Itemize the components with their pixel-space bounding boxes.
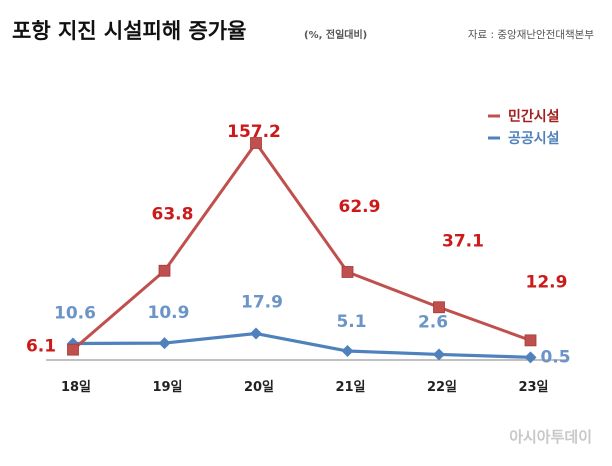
point-private-4 (341, 266, 354, 278)
data-label-public-6: 0.5 (540, 347, 570, 367)
x-tick-label-2: 19일 (152, 380, 182, 395)
legend-label-private: 민간시설 (508, 108, 560, 125)
point-private-6 (524, 334, 537, 347)
x-tick-label-3: 20일 (244, 380, 274, 395)
x-tick-label-1: 18일 (61, 380, 91, 395)
data-label-private-3: 157.2 (227, 122, 281, 142)
series-line-private (72, 141, 532, 351)
data-label-private-2: 63.8 (152, 205, 194, 225)
data-label-public-5: 2.6 (418, 312, 448, 332)
point-private-5 (433, 301, 445, 314)
point-private-3 (250, 137, 262, 149)
x-tick-label-6: 23일 (518, 380, 548, 395)
x-tick-label-4: 21일 (335, 380, 365, 395)
point-public-5 (433, 348, 445, 361)
chart-title: 포항 지진 시설피해 증가율 (12, 19, 246, 43)
legend-label-public: 공공시설 (508, 131, 560, 147)
data-label-private-4: 62.9 (339, 197, 381, 217)
data-label-public-3: 17.9 (241, 293, 283, 313)
point-private-1 (67, 343, 79, 356)
series-line-public (72, 331, 531, 359)
data-label-public-1: 10.6 (54, 304, 96, 324)
x-tick-layer: 18일 19일 20일 21일 22일 23일 (61, 380, 549, 395)
data-label-layer: 10.6 10.9 17.9 5.1 2.6 0.5 6.1 63.8 157.2 62.9 37.… (26, 122, 571, 367)
point-public-2 (158, 337, 171, 350)
x-tick-label-5: 22일 (427, 380, 457, 395)
data-label-private-1: 6.1 (26, 337, 56, 357)
point-private-2 (158, 264, 171, 277)
point-public-4 (341, 345, 354, 358)
point-public-3 (250, 327, 262, 340)
source-note: 자료 : 중앙재난안전대책본부 (468, 29, 594, 41)
chart-subtitle: (%, 전일대비) (304, 28, 367, 41)
data-label-public-2: 10.9 (148, 303, 190, 323)
point-public-6 (524, 351, 537, 364)
watermark-logo: 아시아투데이 (509, 428, 592, 446)
data-label-private-6: 12.9 (526, 272, 568, 292)
data-label-public-4: 5.1 (336, 312, 366, 332)
series-layer (67, 137, 537, 364)
data-label-private-5: 37.1 (442, 231, 484, 251)
